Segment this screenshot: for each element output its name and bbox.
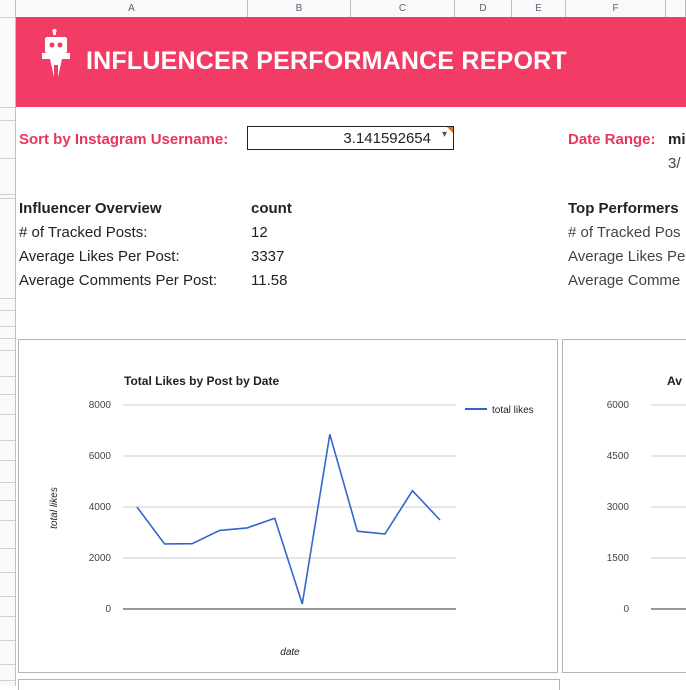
overview-value: 11.58 — [251, 272, 287, 289]
column-header-c[interactable]: C — [351, 0, 455, 17]
row-divider — [0, 482, 15, 483]
y-tick-label: 6000 — [607, 400, 630, 411]
top-performers-label: Average Comme — [568, 272, 680, 289]
row-divider — [0, 548, 15, 549]
overview-value: 3337 — [251, 248, 284, 265]
row-divider — [0, 310, 15, 311]
row-divider — [0, 298, 15, 299]
row-divider — [0, 17, 15, 18]
column-header-g[interactable] — [666, 0, 686, 17]
averages-chart-container[interactable]: Av 6000 4500 3000 1500 0 — [562, 339, 686, 673]
select-all-corner[interactable] — [0, 0, 16, 17]
y-tick-label: 3000 — [607, 502, 630, 513]
y-tick-label: 4500 — [607, 451, 630, 462]
y-tick-label: 4000 — [89, 502, 112, 513]
banner-title: INFLUENCER PERFORMANCE REPORT — [86, 47, 567, 76]
row-divider — [0, 394, 15, 395]
sort-label: Sort by Instagram Username: — [19, 131, 228, 148]
row-divider — [0, 194, 15, 195]
date-range-value: mi — [668, 131, 686, 148]
overview-label: Average Comments Per Post: — [19, 272, 217, 289]
comment-indicator-icon — [447, 127, 453, 133]
row-divider — [0, 120, 15, 121]
y-tick-label: 2000 — [89, 553, 112, 564]
row-divider — [0, 664, 15, 665]
top-performers-heading: Top Performers — [568, 200, 679, 217]
row-divider — [0, 616, 15, 617]
count-heading: count — [251, 200, 292, 217]
row-divider — [0, 596, 15, 597]
row-divider — [0, 460, 15, 461]
top-performers-label: Average Likes Pe — [568, 248, 685, 265]
likes-line-chart[interactable]: Total Likes by Post by Date total likes … — [19, 340, 557, 672]
row-divider — [0, 376, 15, 377]
y-tick-label: 1500 — [607, 553, 630, 564]
y-axis-label: total likes — [49, 487, 60, 529]
row-divider — [0, 158, 15, 159]
date-range-sub: 3/ — [668, 155, 681, 172]
y-tick-label: 0 — [105, 604, 111, 615]
series-line-total-likes — [137, 434, 440, 604]
row-divider — [0, 520, 15, 521]
column-header-f[interactable]: F — [566, 0, 666, 17]
y-tick-label: 0 — [623, 604, 629, 615]
next-chart-container — [18, 679, 560, 690]
y-tick-label: 8000 — [89, 400, 112, 411]
column-headers: A B C D E F — [0, 0, 686, 18]
likes-chart-container[interactable]: Total Likes by Post by Date total likes … — [18, 339, 558, 673]
chart-title: Av — [667, 374, 682, 388]
date-range-label: Date Range: — [568, 131, 656, 148]
row-divider — [0, 107, 15, 108]
row-divider — [0, 414, 15, 415]
overview-label: Average Likes Per Post: — [19, 248, 180, 265]
chart-title: Total Likes by Post by Date — [124, 374, 279, 388]
row-divider — [0, 350, 15, 351]
legend-label: total likes — [492, 405, 534, 416]
averages-line-chart[interactable]: Av 6000 4500 3000 1500 0 — [563, 340, 686, 672]
row-divider — [0, 572, 15, 573]
dropdown-value: 3.141592654 — [343, 130, 431, 147]
row-divider — [0, 640, 15, 641]
robot-logo-icon — [42, 29, 70, 85]
overview-heading: Influencer Overview — [19, 200, 162, 217]
column-header-a[interactable]: A — [16, 0, 248, 17]
y-tick-label: 6000 — [89, 451, 112, 462]
overview-value: 12 — [251, 224, 268, 241]
row-divider — [0, 326, 15, 327]
row-divider — [0, 500, 15, 501]
row-headers — [0, 17, 16, 686]
column-header-e[interactable]: E — [512, 0, 566, 17]
x-axis-label: date — [280, 647, 300, 658]
top-performers-label: # of Tracked Pos — [568, 224, 681, 241]
row-divider — [0, 338, 15, 339]
row-divider — [0, 680, 15, 681]
overview-label: # of Tracked Posts: — [19, 224, 147, 241]
row-divider — [0, 198, 15, 199]
username-dropdown[interactable]: 3.141592654 ▾ — [247, 126, 454, 150]
report-banner: INFLUENCER PERFORMANCE REPORT — [16, 17, 686, 107]
column-header-d[interactable]: D — [455, 0, 512, 17]
column-header-b[interactable]: B — [248, 0, 351, 17]
row-divider — [0, 440, 15, 441]
